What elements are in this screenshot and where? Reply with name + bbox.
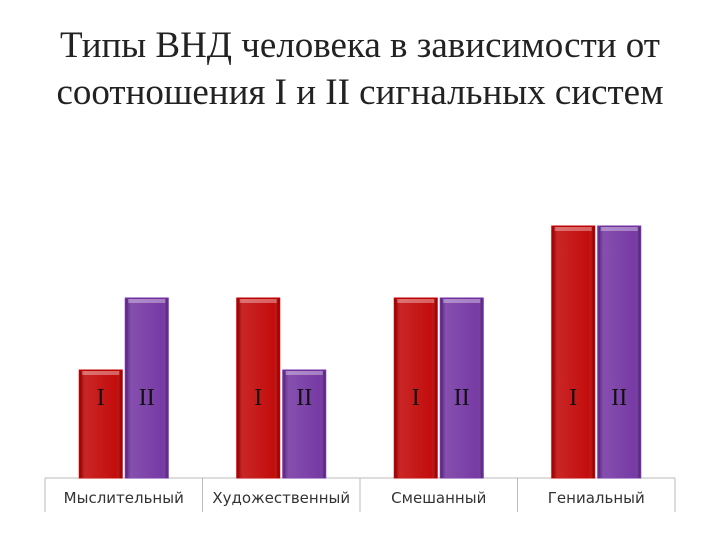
bar-shade xyxy=(598,227,640,478)
x-tick-label: Гениальный xyxy=(548,489,645,507)
bar-highlight xyxy=(82,371,120,375)
bar-shade xyxy=(126,299,168,478)
bar-shade xyxy=(283,371,325,478)
bar-highlight xyxy=(600,227,638,231)
x-tick-label: Художественный xyxy=(212,489,350,507)
series-label: II xyxy=(139,385,155,411)
series-label: II xyxy=(454,385,470,411)
series-label: II xyxy=(611,385,627,411)
x-tick-label: Мыслительный xyxy=(64,489,184,507)
series-label: I xyxy=(254,385,262,411)
bar-highlight xyxy=(397,299,435,303)
bar-highlight xyxy=(128,299,166,303)
series-label: I xyxy=(569,385,577,411)
bar-shade xyxy=(80,371,122,478)
bar-shade xyxy=(552,227,594,478)
bar-shade xyxy=(395,299,437,478)
bar-shade xyxy=(441,299,483,478)
series-label: I xyxy=(412,385,420,411)
x-tick-label: Смешанный xyxy=(391,489,486,507)
series-label: I xyxy=(97,385,105,411)
bar-highlight xyxy=(554,227,592,231)
chart-title: Типы ВНД человека в зависимости от соотн… xyxy=(56,25,664,113)
bar-highlight xyxy=(239,299,277,303)
bar-highlight xyxy=(443,299,481,303)
bar-highlight xyxy=(285,371,323,375)
series-label: II xyxy=(296,385,312,411)
bar-shade xyxy=(237,299,279,478)
